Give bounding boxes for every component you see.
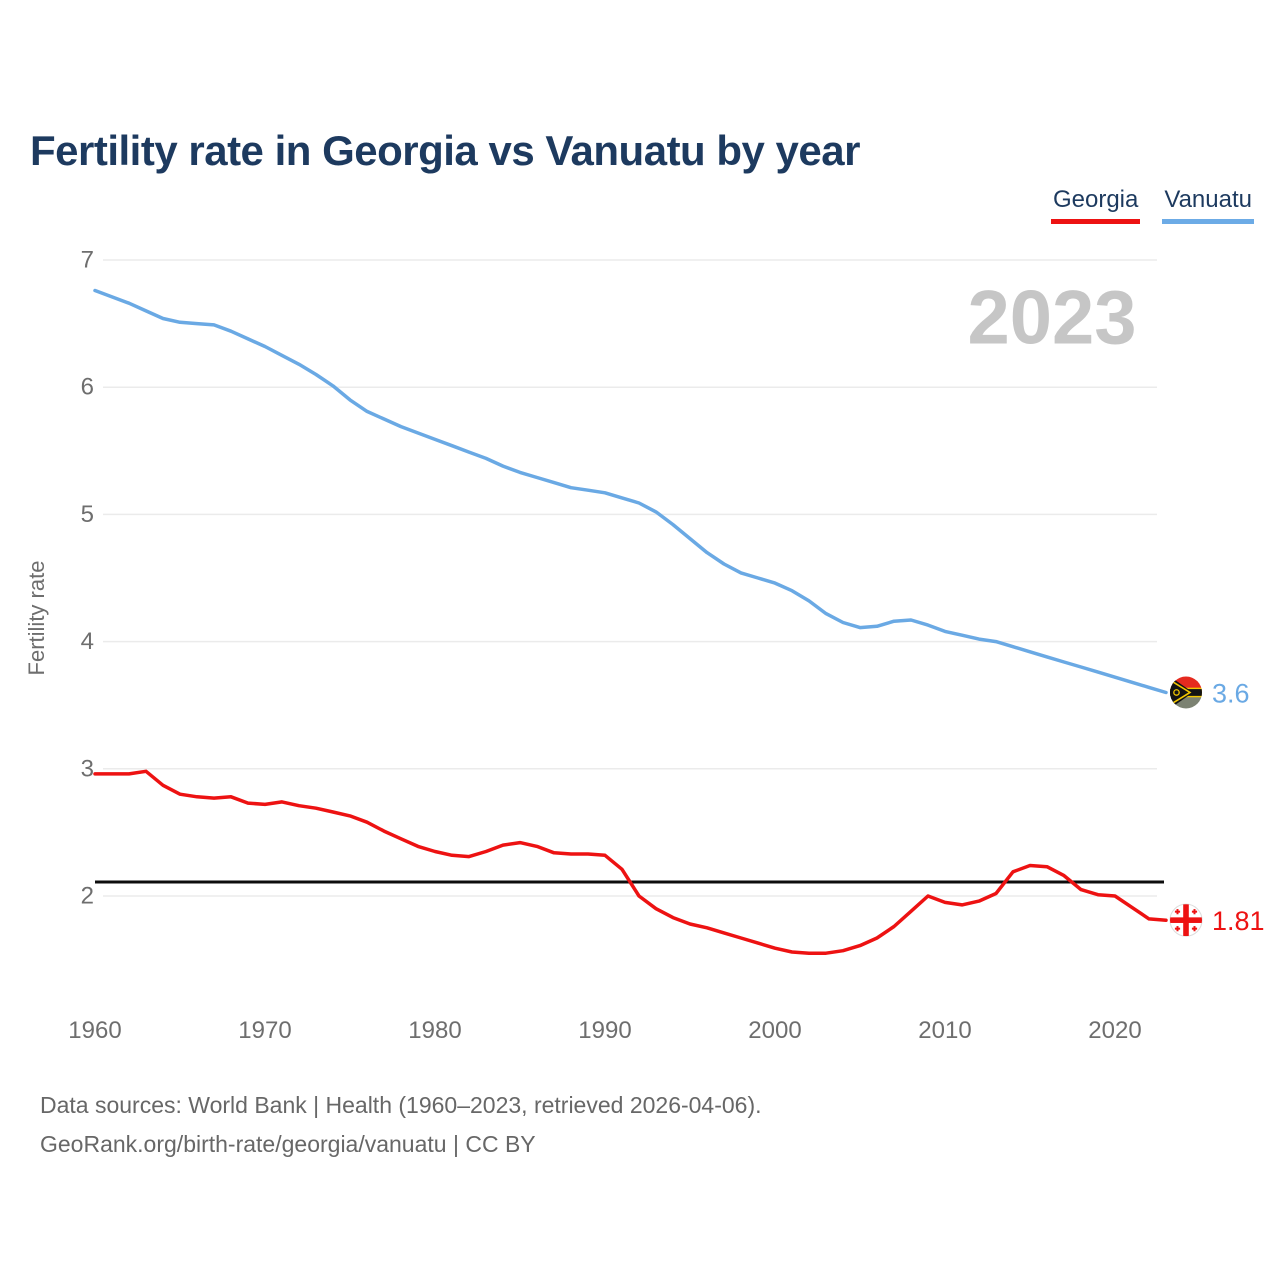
x-tick-2010: 2010 <box>918 1017 971 1044</box>
data-sources-line: Data sources: World Bank | Health (1960–… <box>40 1092 762 1118</box>
y-tick-3: 3 <box>81 755 94 782</box>
y-axis-label: Fertility rate <box>24 561 49 676</box>
gridlines <box>103 259 1157 897</box>
x-tick-2000: 2000 <box>748 1017 801 1044</box>
x-tick-2020: 2020 <box>1088 1017 1141 1044</box>
x-tick-1990: 1990 <box>578 1017 631 1044</box>
legend: Georgia Vanuatu <box>1050 186 1254 224</box>
y-tick-7: 7 <box>81 247 94 274</box>
y-axis-tick-labels: 2 3 4 5 6 7 <box>81 247 94 910</box>
y-tick-4: 4 <box>81 628 94 655</box>
series-line-vanuatu[interactable] <box>93 288 1168 695</box>
y-tick-5: 5 <box>81 501 94 528</box>
x-tick-1970: 1970 <box>238 1017 291 1044</box>
y-tick-2: 2 <box>81 883 94 910</box>
end-value-label-vanuatu: 3.6 <box>1212 678 1250 708</box>
page-title: Fertility rate in Georgia vs Vanuatu by … <box>30 127 860 175</box>
georgia-flag-icon <box>1169 903 1203 937</box>
legend-item-georgia[interactable]: Georgia <box>1050 186 1141 224</box>
x-tick-1960: 1960 <box>68 1017 121 1044</box>
chart-footer: Data sources: World Bank | Health (1960–… <box>40 1086 762 1164</box>
watermark-year: 2023 <box>967 276 1136 361</box>
legend-label-vanuatu: Vanuatu <box>1164 186 1252 213</box>
end-value-label-georgia: 1.81 <box>1212 906 1265 936</box>
x-axis-tick-labels: 1960 1970 1980 1990 2000 2010 2020 <box>68 1017 1141 1044</box>
x-tick-1980: 1980 <box>408 1017 461 1044</box>
legend-label-georgia: Georgia <box>1052 186 1139 213</box>
vanuatu-flag-icon <box>1170 676 1202 709</box>
legend-underline-vanuatu <box>1162 219 1254 224</box>
legend-underline-georgia <box>1050 219 1141 224</box>
attribution-line: GeoRank.org/birth-rate/georgia/vanuatu |… <box>40 1131 536 1157</box>
series-line-georgia[interactable] <box>93 769 1168 955</box>
legend-item-vanuatu[interactable]: Vanuatu <box>1162 186 1254 224</box>
y-tick-6: 6 <box>81 374 94 401</box>
